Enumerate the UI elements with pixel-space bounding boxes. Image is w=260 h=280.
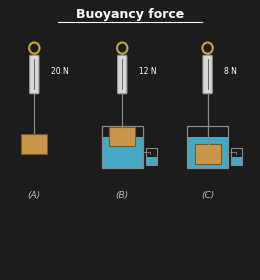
Bar (146, 157, 157, 165)
Bar (102, 137, 143, 168)
Text: (C): (C) (201, 191, 214, 200)
FancyBboxPatch shape (203, 55, 212, 94)
Bar (231, 148, 242, 165)
Bar (187, 126, 228, 168)
Text: 8 N: 8 N (224, 67, 237, 76)
FancyBboxPatch shape (118, 55, 127, 94)
Text: 12 N: 12 N (139, 67, 157, 76)
Text: Buoyancy force: Buoyancy force (76, 8, 184, 21)
Bar (231, 157, 242, 165)
Bar (187, 137, 228, 168)
Bar (102, 126, 143, 168)
Text: 20 N: 20 N (51, 67, 69, 76)
Text: (A): (A) (28, 191, 41, 200)
Bar (146, 148, 157, 165)
Bar (195, 144, 220, 164)
Text: (B): (B) (116, 191, 129, 200)
FancyBboxPatch shape (30, 55, 39, 94)
Bar (109, 127, 135, 146)
Bar (21, 134, 47, 154)
